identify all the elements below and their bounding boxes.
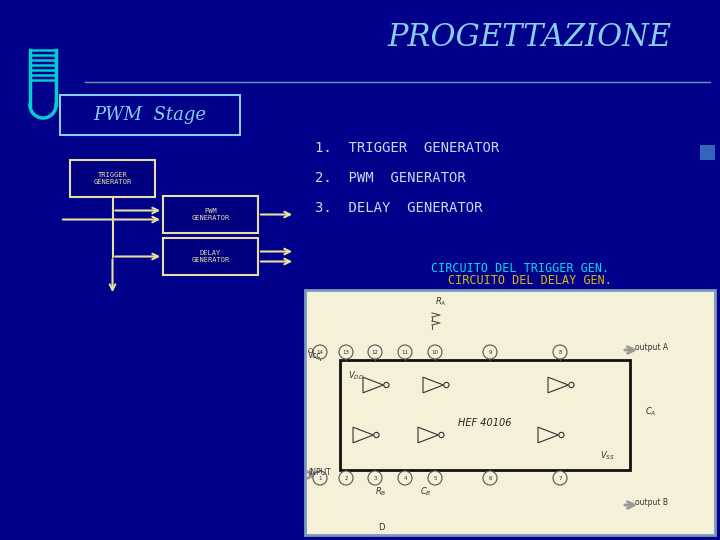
- Circle shape: [374, 433, 379, 437]
- Polygon shape: [363, 377, 383, 393]
- Text: output B: output B: [635, 498, 668, 507]
- Text: output A: output A: [635, 343, 668, 352]
- Text: $V_{DD}$: $V_{DD}$: [348, 369, 364, 381]
- Text: 2.  PWM  GENERATOR: 2. PWM GENERATOR: [315, 171, 466, 185]
- Text: PWM
GENERATOR: PWM GENERATOR: [192, 208, 230, 221]
- Text: CIRCUITO DEL DELAY GEN.: CIRCUITO DEL DELAY GEN.: [448, 273, 612, 287]
- Text: D: D: [378, 523, 384, 532]
- Text: 7: 7: [558, 476, 562, 481]
- Bar: [305, 290, 715, 535]
- Text: $R_B$: $R_B$: [375, 486, 387, 498]
- Text: 10: 10: [431, 349, 438, 354]
- Text: 1.  TRIGGER  GENERATOR: 1. TRIGGER GENERATOR: [315, 141, 499, 155]
- Text: 5: 5: [433, 476, 437, 481]
- Text: 1: 1: [318, 476, 322, 481]
- Text: 13: 13: [343, 349, 349, 354]
- Text: O: O: [308, 348, 313, 354]
- Text: PROGETTAZIONE: PROGETTAZIONE: [388, 23, 672, 53]
- Text: 12: 12: [372, 349, 379, 354]
- Circle shape: [428, 471, 442, 485]
- Circle shape: [438, 433, 444, 437]
- Circle shape: [398, 471, 412, 485]
- Text: $C_B$: $C_B$: [420, 486, 431, 498]
- Text: INPUT: INPUT: [308, 468, 330, 477]
- Text: 8: 8: [558, 349, 562, 354]
- Text: $V_{SS}$: $V_{SS}$: [600, 449, 615, 462]
- Circle shape: [368, 471, 382, 485]
- Bar: [163, 238, 258, 275]
- Text: TRIGGER
GENERATOR: TRIGGER GENERATOR: [94, 172, 132, 185]
- Polygon shape: [418, 427, 438, 443]
- Text: 4: 4: [403, 476, 407, 481]
- Text: DELAY
GENERATOR: DELAY GENERATOR: [192, 250, 230, 263]
- Bar: [70, 160, 155, 197]
- Bar: [60, 95, 240, 135]
- Polygon shape: [538, 427, 559, 443]
- Text: $C_A$: $C_A$: [645, 406, 657, 418]
- Text: PWM  Stage: PWM Stage: [94, 106, 207, 124]
- Circle shape: [313, 471, 327, 485]
- Circle shape: [339, 471, 353, 485]
- Text: 14: 14: [317, 349, 323, 354]
- Circle shape: [553, 471, 567, 485]
- Circle shape: [368, 345, 382, 359]
- Bar: [163, 196, 258, 233]
- Text: CIRCUITO DEL TRIGGER GEN.: CIRCUITO DEL TRIGGER GEN.: [431, 261, 609, 274]
- Circle shape: [398, 345, 412, 359]
- Text: 2: 2: [344, 476, 348, 481]
- Circle shape: [553, 345, 567, 359]
- Text: 3: 3: [373, 476, 377, 481]
- Text: 3.  DELAY  GENERATOR: 3. DELAY GENERATOR: [315, 201, 482, 215]
- Circle shape: [428, 345, 442, 359]
- Circle shape: [483, 345, 497, 359]
- Circle shape: [313, 345, 327, 359]
- Polygon shape: [548, 377, 568, 393]
- Bar: [700, 145, 715, 160]
- Bar: [340, 360, 630, 470]
- Text: Vcc: Vcc: [308, 351, 322, 360]
- Text: HEF 40106: HEF 40106: [458, 418, 512, 428]
- Circle shape: [559, 433, 564, 437]
- Circle shape: [569, 382, 574, 388]
- Text: 11: 11: [402, 349, 408, 354]
- Text: 9: 9: [488, 349, 492, 354]
- Polygon shape: [423, 377, 444, 393]
- Text: 6: 6: [488, 476, 492, 481]
- Circle shape: [339, 345, 353, 359]
- Circle shape: [444, 382, 449, 388]
- Circle shape: [483, 471, 497, 485]
- Circle shape: [384, 382, 389, 388]
- Text: $R_A$: $R_A$: [435, 296, 446, 308]
- Polygon shape: [353, 427, 374, 443]
